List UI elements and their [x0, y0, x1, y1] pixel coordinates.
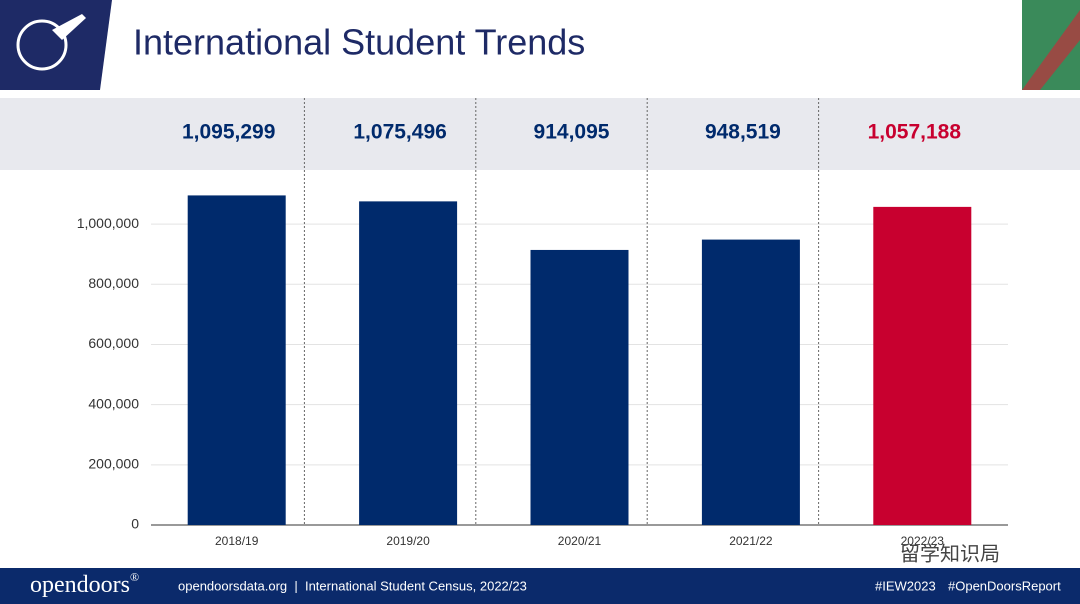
- y-tick-label: 0: [131, 516, 139, 532]
- footer-bar: [0, 568, 1080, 604]
- x-tick-label: 2018/19: [215, 534, 259, 548]
- bar: [530, 249, 629, 526]
- logo-text: opendoors: [30, 572, 130, 598]
- bar: [187, 195, 286, 526]
- corner-image-stripe: [1022, 10, 1080, 90]
- icon-block: [0, 0, 112, 90]
- value-band: [0, 98, 1080, 170]
- title: International Student Trends: [133, 22, 585, 63]
- value-label: 1,095,299: [182, 121, 275, 144]
- logo-mark: ®: [130, 570, 139, 584]
- footer-source: opendoorsdata.org | International Studen…: [178, 578, 527, 593]
- value-label: 1,057,188: [868, 121, 962, 144]
- footer-tag: #OpenDoorsReport: [948, 578, 1061, 593]
- y-tick-label: 200,000: [88, 456, 139, 472]
- x-tick-label: 2022/23: [901, 534, 945, 548]
- value-label: 948,519: [705, 121, 781, 144]
- bar: [873, 206, 972, 526]
- x-tick-label: 2021/22: [729, 534, 773, 548]
- footer-tag: #IEW2023: [875, 578, 936, 593]
- x-tick-label: 2020/21: [558, 534, 602, 548]
- bar: [359, 201, 458, 525]
- y-tick-label: 1,000,000: [77, 215, 139, 231]
- plane-icon: [52, 14, 86, 40]
- watermark: 留学知识局: [900, 542, 1000, 565]
- value-label: 1,075,496: [353, 121, 446, 144]
- bar: [701, 239, 800, 525]
- globe-icon: [16, 19, 68, 71]
- x-tick-label: 2019/20: [386, 534, 430, 548]
- footer-logo: opendoors®: [30, 570, 139, 598]
- y-tick-label: 600,000: [88, 335, 139, 351]
- y-tick-label: 800,000: [88, 275, 139, 291]
- value-label: 914,095: [534, 121, 610, 144]
- y-tick-label: 400,000: [88, 395, 139, 411]
